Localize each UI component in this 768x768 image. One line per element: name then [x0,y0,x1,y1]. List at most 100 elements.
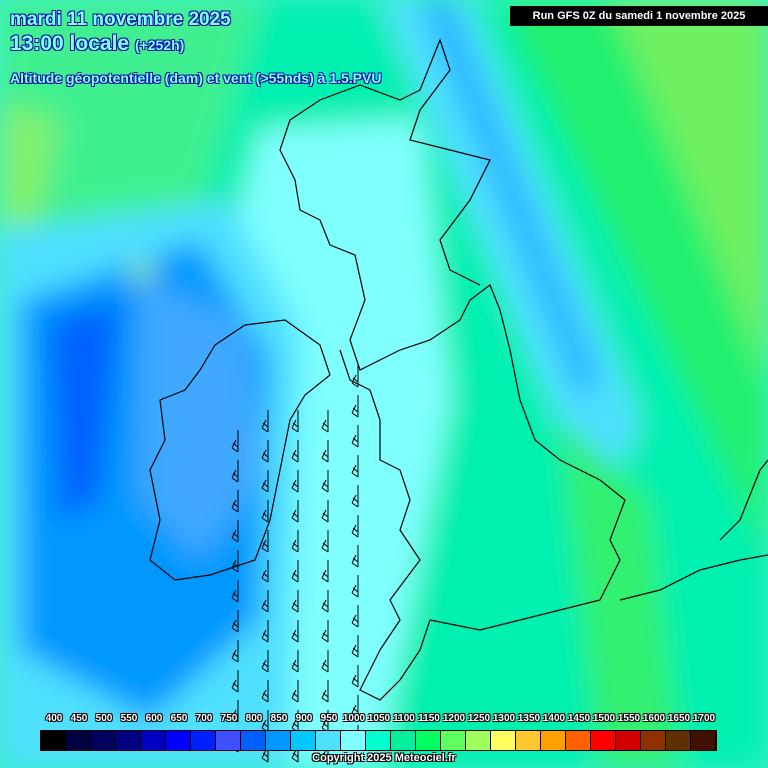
legend-swatch [466,731,491,750]
wind-barb [231,430,239,453]
wind-barb [261,470,269,493]
legend-label: 1600 [642,713,666,724]
wind-barb [261,620,269,643]
legend-swatch [41,731,66,750]
copyright: Copyright 2025 Meteociel.fr [312,752,456,764]
legend-swatch [66,731,91,750]
wind-barb [231,580,239,603]
legend-swatch [591,731,616,750]
legend-label: 1500 [592,713,616,724]
wind-barb [291,410,299,433]
legend-label: 800 [245,713,263,724]
lead-time: (+252h) [134,37,185,53]
wind-barb [321,560,329,583]
wind-barb [261,440,269,463]
wind-barb [351,605,359,628]
wind-barb [291,590,299,613]
legend-swatch [616,731,641,750]
legend-label: 1200 [442,713,466,724]
wind-barb [351,635,359,658]
wind-barb [321,500,329,523]
wind-barb [351,575,359,598]
wind-barb [351,485,359,508]
wind-barb [291,530,299,553]
wind-barb [351,455,359,478]
wind-barb [321,590,329,613]
wind-barb [231,520,239,543]
legend-swatch [416,731,441,750]
legend-label: 1150 [418,713,440,724]
wind-barb [261,650,269,673]
wind-barb [321,440,329,463]
wind-barb [321,470,329,493]
wind-barb [321,680,329,703]
legend-label: 950 [320,713,338,724]
legend-label: 900 [295,713,313,724]
legend-swatch [266,731,291,750]
wind-barb [231,460,239,483]
wind-barb [291,650,299,673]
legend-label: 700 [195,713,213,724]
wind-barb [321,650,329,673]
legend-swatch [241,731,266,750]
legend-swatch [216,731,241,750]
wind-barb [351,395,359,418]
legend-labels: 400 450 500 550 600 650 700 750 800 850 900 950 1000… [40,713,730,727]
legend-label: 1650 [667,713,691,724]
wind-barb [351,665,359,688]
legend-swatch [666,731,691,750]
wind-barb [321,530,329,553]
legend-label: 1250 [467,713,491,724]
wind-barb [321,410,329,433]
legend-label: 650 [170,713,188,724]
wind-barb [261,590,269,613]
legend-label: 1100 [393,713,415,724]
legend-swatch [91,731,116,750]
legend-swatch [541,731,566,750]
legend-swatch [116,731,141,750]
legend-label: 600 [145,713,163,724]
wind-barb [321,620,329,643]
wind-barb [291,470,299,493]
wind-barb [321,740,329,763]
legend-label: 1550 [617,713,641,724]
legend-swatch [191,731,216,750]
legend-swatch [566,731,591,750]
legend-swatch [691,731,716,750]
legend-label: 1350 [517,713,541,724]
run-label: Run GFS 0Z du samedi 1 novembre 2025 [510,6,768,26]
legend-swatch [316,731,341,750]
legend-label: 450 [70,713,88,724]
wind-barb [291,500,299,523]
legend-swatch [441,731,466,750]
wind-barb [231,610,239,633]
wind-barb [261,740,269,763]
wind-barb [261,530,269,553]
legend-label: 1700 [692,713,716,724]
wind-barb [291,620,299,643]
wind-barb [351,545,359,568]
legend-swatch [516,731,541,750]
wind-barb [291,680,299,703]
wind-barb [291,740,299,763]
wind-barbs [231,365,359,763]
forecast-time: 13:00 locale (+252h) [10,32,184,56]
wind-barb [351,365,359,388]
legend-swatch [391,731,416,750]
wind-barb [351,695,359,718]
legend-swatch [491,731,516,750]
legend-swatch [291,731,316,750]
legend-label: 1050 [367,713,391,724]
wind-barb [231,670,239,693]
wind-barb [351,515,359,538]
legend-label: 1400 [542,713,566,724]
wind-barb [291,440,299,463]
wind-barb [291,560,299,583]
legend-swatch [641,731,666,750]
legend-label: 1300 [492,713,516,724]
legend-label: 500 [95,713,113,724]
wind-barb [261,560,269,583]
legend-label: 750 [220,713,238,724]
